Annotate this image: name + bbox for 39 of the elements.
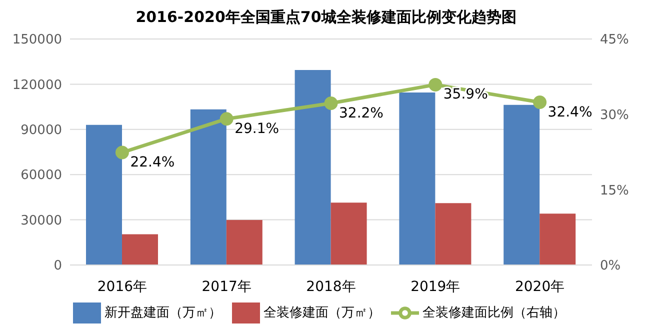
y2-tick-label: 15% xyxy=(600,183,629,198)
point xyxy=(115,146,129,160)
y-tick-label: 60000 xyxy=(20,168,62,184)
x-tick-label: 2018年 xyxy=(306,278,356,295)
point xyxy=(533,96,547,110)
y2-tick-label: 45% xyxy=(600,32,629,48)
bar xyxy=(226,220,262,265)
point xyxy=(220,112,234,126)
bar xyxy=(504,104,540,265)
y2-tick-label: 0% xyxy=(600,258,621,274)
point xyxy=(324,96,338,110)
bar xyxy=(330,202,367,265)
bar xyxy=(435,203,472,265)
bar xyxy=(122,234,158,265)
x-tick-label: 2019年 xyxy=(410,278,460,295)
y-tick-label: 30000 xyxy=(20,213,62,228)
bar xyxy=(399,92,436,265)
data-label: 32.4% xyxy=(548,104,592,120)
legend-label: 新开盘建面（万㎡） xyxy=(104,306,222,321)
x-tick-label: 2020年 xyxy=(514,278,565,295)
y-tick-label: 150000 xyxy=(12,32,62,48)
chart-title: 2016-2020年全国重点70城全装修建面比例变化趋势图 xyxy=(134,8,518,27)
bar xyxy=(86,124,122,265)
bar xyxy=(190,109,226,265)
legend-label: 全装修建面（万㎡） xyxy=(264,306,380,321)
bar xyxy=(540,214,576,265)
data-label: 35.9% xyxy=(443,86,488,103)
data-label: 32.2% xyxy=(339,105,384,122)
x-tick-label: 2016年 xyxy=(97,278,148,295)
y-tick-label: 0 xyxy=(54,258,62,274)
point xyxy=(428,78,442,92)
legend-label: 全装修建面比例（右轴） xyxy=(422,306,566,321)
bar xyxy=(294,70,331,265)
data-label: 29.1% xyxy=(234,120,280,137)
y-tick-label: 90000 xyxy=(20,123,62,138)
x-tick-label: 2017年 xyxy=(202,278,252,295)
y2-tick-label: 30% xyxy=(600,108,629,123)
data-label: 22.4% xyxy=(130,154,175,170)
y-tick-label: 120000 xyxy=(12,78,62,93)
